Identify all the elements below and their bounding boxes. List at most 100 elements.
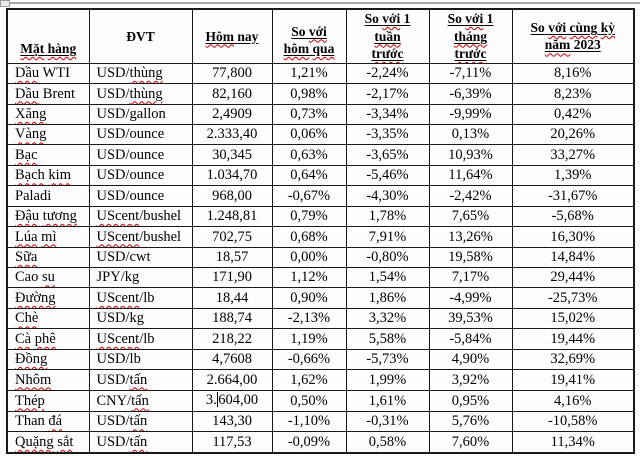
cell-today[interactable]: 1.248,81 [191,205,273,228]
cell-unit[interactable]: USD/ounce [88,144,193,166]
cell-today[interactable]: 171,90 [191,267,273,289]
cell-vs_yesterday[interactable]: 0,00% [271,246,347,269]
cell-today[interactable]: 4,7608 [191,348,273,371]
cell-unit[interactable]: USD/tấn [88,369,193,391]
cell-vs_week[interactable]: -3,35% [345,123,430,146]
cell-vs_month[interactable]: 0,95% [428,389,513,412]
column-header-vs_month[interactable]: So với 1 tháng trước [428,8,513,64]
cell-vs_week[interactable]: 1,54% [345,267,430,289]
cell-vs_yoy_2023[interactable]: 11,34% [511,431,635,454]
cell-vs_month[interactable]: 7,60% [428,431,513,454]
cell-vs_week[interactable]: -3,34% [345,103,430,125]
cell-item[interactable]: Chè [6,307,90,330]
cell-today[interactable]: 117,53 [191,431,273,454]
cell-vs_yesterday[interactable]: 1,12% [271,267,347,289]
cell-vs_yoy_2023[interactable]: 15,02% [511,307,635,330]
cell-unit[interactable]: UScent/bushel [88,205,193,228]
cell-vs_month[interactable]: -4,99% [428,287,513,309]
cell-today[interactable]: 18,44 [191,287,273,309]
cell-today[interactable]: 30,345 [191,144,273,166]
cell-vs_yoy_2023[interactable]: -31,67% [511,185,635,207]
cell-vs_week[interactable]: 5,58% [345,328,430,350]
cell-vs_yoy_2023[interactable]: -25,73% [511,287,635,309]
cell-vs_month[interactable]: -9,99% [428,103,513,125]
cell-item[interactable]: Paladi [6,185,90,207]
cell-unit[interactable]: USD/tấn [88,410,193,433]
cell-item[interactable]: Xăng [6,103,90,125]
cell-today[interactable]: 82,160 [191,83,273,105]
cell-today[interactable]: 188,74 [191,307,273,330]
cell-item[interactable]: Bạch kim [6,164,90,187]
cell-vs_month[interactable]: 39,53% [428,307,513,330]
cell-vs_yesterday[interactable]: 1,62% [271,369,347,391]
cell-item[interactable]: Đồng [6,348,90,371]
cell-vs_yoy_2023[interactable]: 19,44% [511,328,635,350]
cell-unit[interactable]: USD/ounce [88,185,193,207]
cell-vs_yesterday[interactable]: -1,10% [271,410,347,433]
cell-vs_month[interactable]: 5,76% [428,410,513,433]
cell-item[interactable]: Dầu Brent [6,83,90,105]
cell-unit[interactable]: USD/ounce [88,123,193,146]
cell-vs_yesterday[interactable]: 0,68% [271,226,347,248]
cell-vs_yesterday[interactable]: 0,73% [271,103,347,125]
cell-today[interactable]: 1.034,70 [191,164,273,187]
cell-item[interactable]: Lúa mì [6,226,90,248]
cell-unit[interactable]: USD/cwt [88,246,193,269]
cell-vs_yoy_2023[interactable]: 16,30% [511,226,635,248]
cell-vs_yesterday[interactable]: 0,63% [271,144,347,166]
cell-vs_month[interactable]: 19,58% [428,246,513,269]
cell-vs_month[interactable]: 3,92% [428,369,513,391]
column-header-vs_yoy_2023[interactable]: So với cùng kỳ năm 2023 [511,8,635,64]
cell-vs_week[interactable]: 3,32% [345,307,430,330]
cell-vs_month[interactable]: 7,65% [428,205,513,228]
cell-today[interactable]: 2.664,00 [191,369,273,391]
column-header-today[interactable]: Hôm nay [191,8,273,64]
cell-vs_month[interactable]: 13,26% [428,226,513,248]
cell-vs_week[interactable]: -3,65% [345,144,430,166]
cell-vs_week[interactable]: -2,24% [345,62,430,85]
column-header-unit[interactable]: ĐVT [88,8,193,64]
cell-vs_yesterday[interactable]: 0,90% [271,287,347,309]
cell-vs_month[interactable]: 10,93% [428,144,513,166]
cell-item[interactable]: Cà phê [6,328,90,350]
cell-unit[interactable]: UScent/lb [88,287,193,309]
cell-vs_yesterday[interactable]: 0,50% [271,389,347,412]
cell-vs_yoy_2023[interactable]: 32,69% [511,348,635,371]
cell-vs_yoy_2023[interactable]: -5,68% [511,205,635,228]
cell-vs_yoy_2023[interactable]: 4,16% [511,389,635,412]
cell-vs_month[interactable]: 0,13% [428,123,513,146]
cell-vs_week[interactable]: -2,17% [345,83,430,105]
cell-vs_yesterday[interactable]: -0,67% [271,185,347,207]
cell-today[interactable]: 968,00 [191,185,273,207]
cell-vs_week[interactable]: -0,80% [345,246,430,269]
cell-vs_yoy_2023[interactable]: 8,16% [511,62,635,85]
cell-item[interactable]: Than đá [6,410,90,433]
cell-vs_yoy_2023[interactable]: 29,44% [511,267,635,289]
cell-vs_week[interactable]: 1,61% [345,389,430,412]
cell-unit[interactable]: USD/tấn [88,431,193,454]
cell-today[interactable]: 77,800 [191,62,273,85]
cell-item[interactable]: Nhôm [6,369,90,391]
cell-vs_month[interactable]: -5,84% [428,328,513,350]
cell-item[interactable]: Bạc [6,144,90,166]
cell-vs_week[interactable]: -4,30% [345,185,430,207]
cell-unit[interactable]: USD/lb [88,348,193,371]
cell-unit[interactable]: UScent/bushel [88,226,193,248]
cell-today[interactable]: 2.333,40 [191,123,273,146]
cell-vs_yesterday[interactable]: -2,13% [271,307,347,330]
cell-vs_week[interactable]: -0,31% [345,410,430,433]
cell-vs_month[interactable]: -7,11% [428,62,513,85]
cell-vs_week[interactable]: 1,86% [345,287,430,309]
cell-item[interactable]: Vàng [6,123,90,146]
column-header-item[interactable]: Mặt hàng [6,8,90,64]
cell-vs_week[interactable]: 1,78% [345,205,430,228]
cell-vs_month[interactable]: -6,39% [428,83,513,105]
cell-unit[interactable]: USD/thùng [88,83,193,105]
cell-vs_yoy_2023[interactable]: 19,41% [511,369,635,391]
cell-item[interactable]: Sữa [6,246,90,269]
cell-item[interactable]: Đường [6,287,90,309]
cell-unit[interactable]: USD/thùng [88,62,193,85]
cell-vs_month[interactable]: 7,17% [428,267,513,289]
cell-today[interactable]: 143,30 [191,410,273,433]
cell-unit[interactable]: USD/gallon [88,103,193,125]
